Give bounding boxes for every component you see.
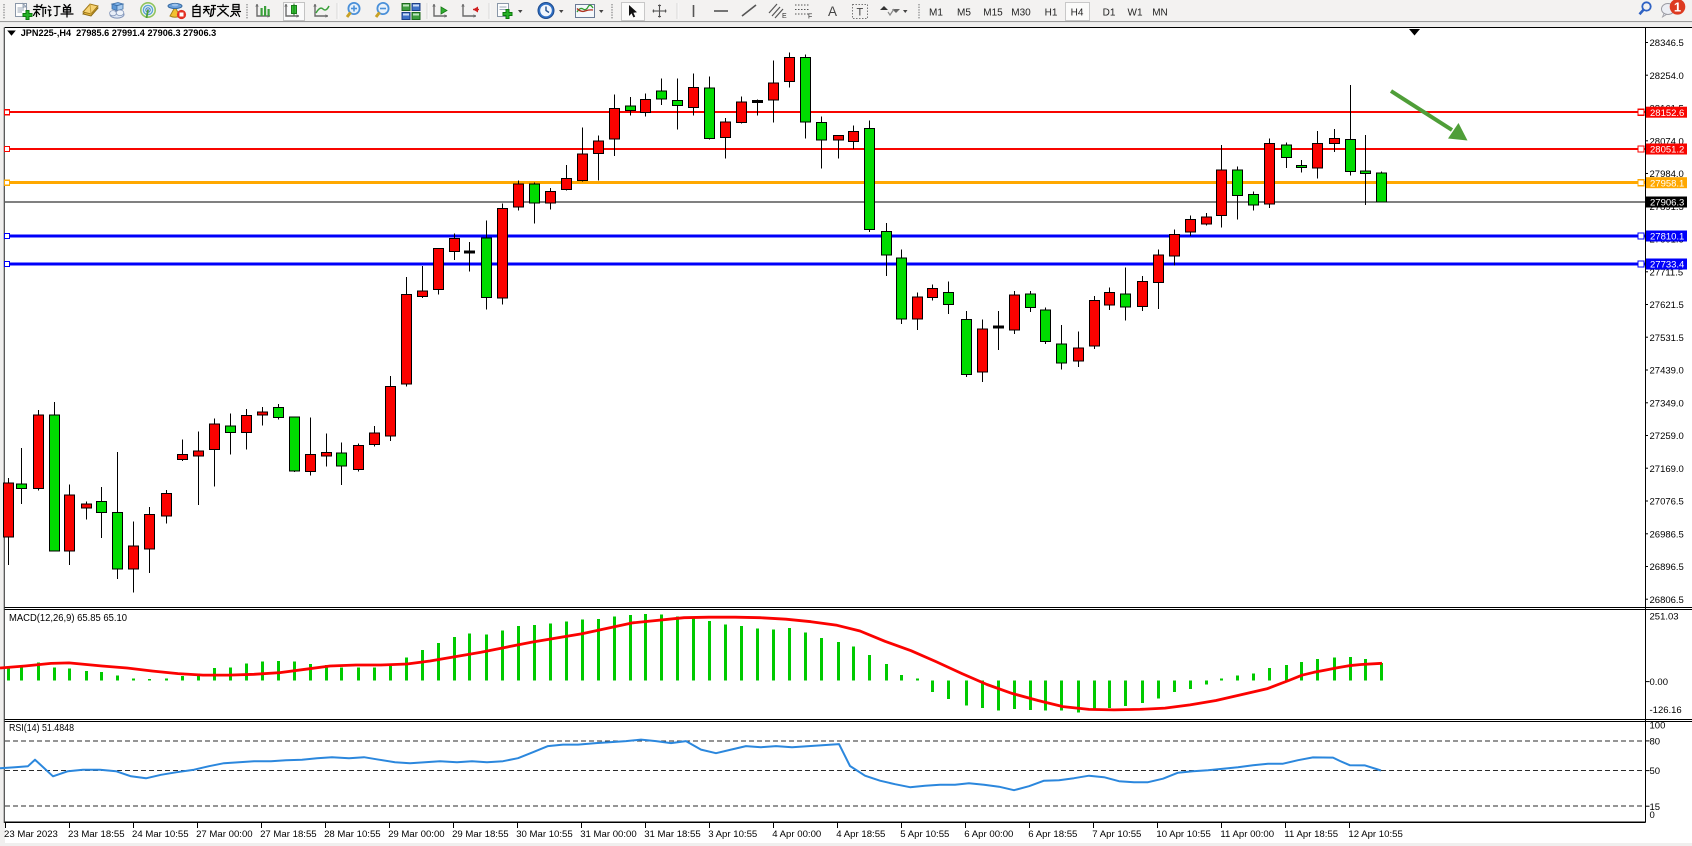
svg-text:29 Mar 00:00: 29 Mar 00:00 (388, 829, 445, 840)
svg-text:6 Apr 00:00: 6 Apr 00:00 (964, 829, 1013, 840)
svg-text:24 Mar 10:55: 24 Mar 10:55 (132, 829, 189, 840)
svg-text:15: 15 (1650, 802, 1661, 813)
svg-text:-126.16: -126.16 (1650, 705, 1682, 716)
svg-text:11 Apr 00:00: 11 Apr 00:00 (1220, 829, 1274, 840)
svg-text:5 Apr 10:55: 5 Apr 10:55 (900, 829, 949, 840)
svg-text:27439.0: 27439.0 (1650, 366, 1684, 377)
svg-text:27169.0: 27169.0 (1650, 464, 1684, 475)
svg-text:27810.1: 27810.1 (1650, 232, 1684, 243)
svg-text:29 Mar 18:55: 29 Mar 18:55 (452, 829, 509, 840)
svg-text:26806.5: 26806.5 (1650, 595, 1684, 606)
svg-text:4 Apr 00:00: 4 Apr 00:00 (772, 829, 821, 840)
svg-text:T: T (857, 7, 864, 19)
svg-text:27 Mar 00:00: 27 Mar 00:00 (196, 829, 253, 840)
svg-text:6 Apr 18:55: 6 Apr 18:55 (1028, 829, 1077, 840)
svg-text:28254.0: 28254.0 (1650, 71, 1684, 82)
svg-text:27349.0: 27349.0 (1650, 398, 1684, 409)
svg-text:28 Mar 10:55: 28 Mar 10:55 (324, 829, 381, 840)
svg-text:MACD(12,26,9) 65.85 65.10: MACD(12,26,9) 65.85 65.10 (9, 613, 127, 624)
svg-text:RSI(14) 51.4848: RSI(14) 51.4848 (9, 723, 74, 734)
svg-text:4 Apr 18:55: 4 Apr 18:55 (836, 829, 885, 840)
svg-text:27733.4: 27733.4 (1650, 260, 1684, 271)
svg-text:100: 100 (1650, 721, 1666, 732)
svg-text:A: A (828, 4, 837, 19)
svg-text:0.00: 0.00 (1650, 677, 1669, 688)
svg-text:30 Mar 10:55: 30 Mar 10:55 (516, 829, 573, 840)
svg-text:F: F (808, 14, 812, 21)
svg-text:10 Apr 10:55: 10 Apr 10:55 (1156, 829, 1210, 840)
svg-text:27621.5: 27621.5 (1650, 300, 1684, 311)
svg-text:7 Apr 10:55: 7 Apr 10:55 (1092, 829, 1141, 840)
svg-text:3 Apr 10:55: 3 Apr 10:55 (708, 829, 757, 840)
svg-text:E: E (782, 13, 787, 20)
svg-text:28152.6: 28152.6 (1650, 108, 1684, 119)
svg-text:11 Apr 18:55: 11 Apr 18:55 (1284, 829, 1338, 840)
svg-text:M30: M30 (1011, 8, 1031, 19)
svg-text:28346.5: 28346.5 (1650, 38, 1684, 49)
svg-text:28074.0: 28074.0 (1650, 136, 1684, 147)
svg-text:M15: M15 (983, 8, 1003, 19)
svg-text:27 Mar 18:55: 27 Mar 18:55 (260, 829, 317, 840)
svg-text:26896.5: 26896.5 (1650, 562, 1684, 573)
svg-text:50: 50 (1650, 766, 1661, 777)
svg-text:JPN225-,H4 27985.6 27991.4 27: JPN225-,H4 27985.6 27991.4 27906.3 27906… (21, 28, 217, 39)
svg-text:1: 1 (1674, 0, 1681, 15)
svg-text:31 Mar 18:55: 31 Mar 18:55 (644, 829, 701, 840)
svg-text:27906.3: 27906.3 (1650, 198, 1684, 209)
svg-text:28051.2: 28051.2 (1650, 145, 1684, 156)
svg-text:27711.5: 27711.5 (1650, 267, 1684, 278)
svg-text:27259.0: 27259.0 (1650, 431, 1684, 442)
svg-text:26986.5: 26986.5 (1650, 529, 1684, 540)
svg-text:251.03: 251.03 (1650, 611, 1679, 622)
svg-text:27958.1: 27958.1 (1650, 178, 1684, 189)
svg-text:27984.0: 27984.0 (1650, 169, 1684, 180)
svg-text:0: 0 (1650, 810, 1655, 821)
svg-text:12 Apr 10:55: 12 Apr 10:55 (1348, 829, 1402, 840)
svg-text:23 Mar 18:55: 23 Mar 18:55 (68, 829, 125, 840)
svg-text:D1: D1 (1103, 8, 1116, 19)
svg-text:31 Mar 00:00: 31 Mar 00:00 (580, 829, 637, 840)
svg-text:27531.5: 27531.5 (1650, 333, 1684, 344)
svg-text:H4: H4 (1071, 8, 1084, 19)
svg-text:23 Mar 2023: 23 Mar 2023 (4, 829, 58, 840)
svg-text:27076.5: 27076.5 (1650, 497, 1684, 508)
svg-text:H1: H1 (1045, 8, 1058, 19)
svg-text:M1: M1 (929, 8, 943, 19)
svg-text:MN: MN (1152, 8, 1168, 19)
svg-text:W1: W1 (1128, 8, 1143, 19)
svg-text:80: 80 (1650, 737, 1661, 748)
svg-text:M5: M5 (957, 8, 971, 19)
